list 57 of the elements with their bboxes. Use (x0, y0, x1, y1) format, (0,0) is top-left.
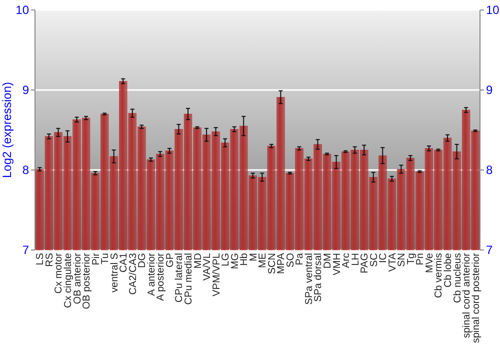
x-tick-label: RS (44, 252, 56, 267)
x-tick-label: A anterior (146, 252, 158, 296)
x-tick-label: Pir (90, 252, 102, 266)
x-tick-label: Cb lobe (443, 252, 454, 288)
x-tick-label: OB posterior (82, 252, 93, 310)
x-tick-label: OB anterior (72, 252, 84, 304)
x-tick-label: Cb vermis (434, 253, 445, 298)
y2-tick-label: 9 (486, 83, 493, 98)
x-tick-label: SCN (266, 253, 278, 274)
x-tick-label: SPa dorsal (313, 253, 324, 302)
x-tick-label: LH (350, 253, 362, 266)
y-tick-label: 8 (22, 163, 30, 178)
y-tick-label: 9 (22, 83, 30, 98)
x-tick-label: MPA (276, 252, 288, 274)
x-tick-label: CPu lateral (174, 253, 186, 302)
x-tick-label: GP (164, 252, 176, 268)
x-tick-label: Tg (406, 253, 417, 265)
x-tick-label: MVe (424, 252, 436, 274)
x-tick-label: PAG (360, 252, 371, 274)
y2-tick-label: 10 (486, 3, 500, 18)
x-tick-label: Pn (415, 253, 426, 266)
y-axis-title: Log2 (expression) (0, 82, 14, 178)
x-tick-label: Tu (100, 253, 112, 264)
x-tick-label: ventral S (109, 252, 120, 292)
y-tick-label: 10 (16, 3, 30, 18)
x-tick-label: SPa ventral (304, 253, 315, 305)
x-tick-label: spinal cord posterior (470, 252, 482, 344)
x-tick-label: DM (322, 253, 334, 269)
x-tick-label: ME (258, 252, 269, 268)
x-tick-label: LS (35, 252, 46, 266)
x-tick-label: IC (378, 253, 390, 263)
x-tick-label: Hb (239, 252, 250, 266)
x-tick-label: SO (285, 252, 296, 268)
x-tick-label: SN (396, 253, 408, 267)
x-tick-label: VA/VL (202, 252, 214, 281)
x-tick-label: A posterior (156, 252, 167, 301)
x-tick-label: MD (192, 253, 204, 269)
x-tick-label: SC (368, 253, 380, 267)
x-tick-label: MG (230, 252, 241, 270)
x-tick-label: Arc (341, 253, 352, 268)
x-tick-label: VTA (387, 252, 398, 272)
x-tick-label: Pa (294, 252, 306, 266)
y-tick-label: 7 (22, 243, 30, 258)
x-tick-label: M (248, 253, 260, 262)
x-tick-label: VMH (332, 253, 343, 276)
x-tick-label: Cb nucleus (452, 253, 464, 304)
x-tick-label: Cx motor (54, 252, 65, 294)
x-tick-label: VPM/VPL (211, 252, 222, 296)
x-tick-label: LG (220, 252, 232, 266)
x-tick-label: CPu medial (183, 253, 194, 305)
x-tick-label: Cx cingulate (62, 252, 74, 308)
y2-tick-label: 7 (486, 243, 493, 258)
x-tick-label: spinal cord anterior (462, 252, 473, 338)
x-tick-label: CA1 (118, 252, 130, 272)
y2-tick-label: 8 (486, 163, 493, 178)
x-tick-label: DG (137, 252, 148, 268)
x-tick-label: CA2/CA3 (128, 252, 139, 295)
